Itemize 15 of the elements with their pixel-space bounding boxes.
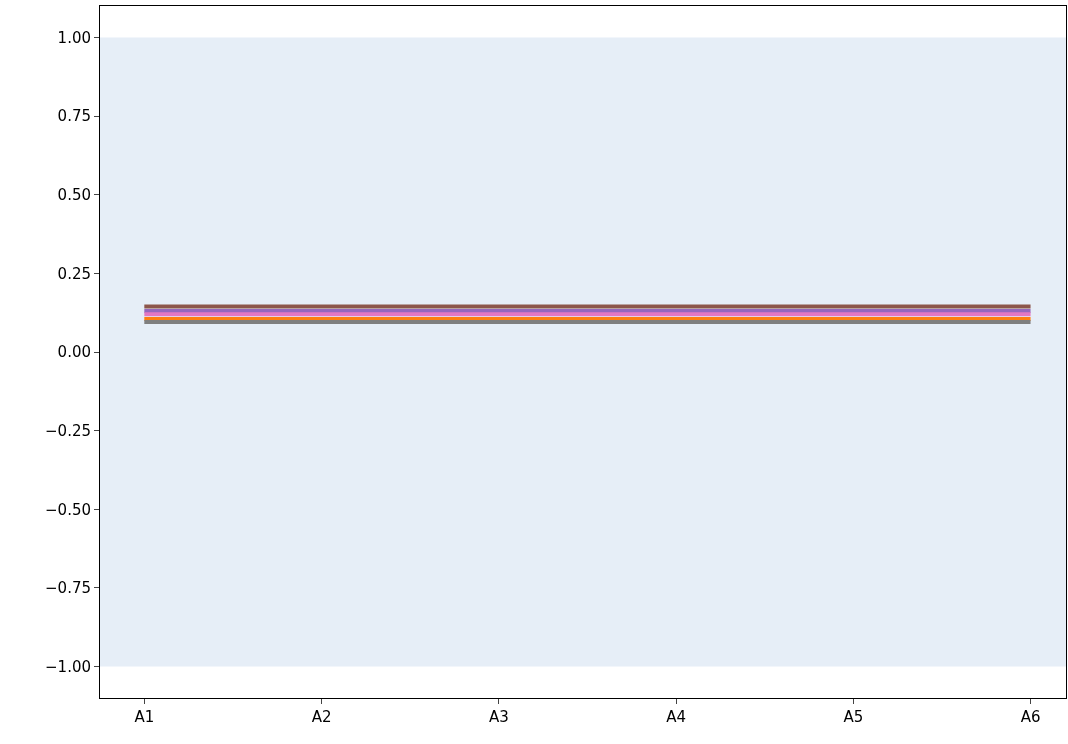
y-tick-label: −0.50: [45, 500, 91, 519]
x-tick-label: A2: [311, 708, 332, 726]
y-tick-label: 0.00: [57, 343, 91, 362]
x-tick-label: A4: [666, 708, 686, 726]
y-tick-label: −0.75: [45, 579, 91, 598]
y-tick-label: 1.00: [57, 28, 91, 47]
x-tick-label: A5: [843, 708, 864, 726]
x-tick-label: A1: [134, 708, 155, 726]
y-tick-label: −0.25: [45, 421, 91, 440]
x-tick-label: A6: [1020, 708, 1041, 726]
y-tick-label: 0.75: [57, 107, 91, 126]
y-tick-label: −1.00: [45, 657, 91, 676]
y-tick-label: 0.25: [57, 264, 91, 283]
y-tick-label: 0.50: [57, 185, 91, 204]
x-tick-label: A3: [488, 708, 509, 726]
